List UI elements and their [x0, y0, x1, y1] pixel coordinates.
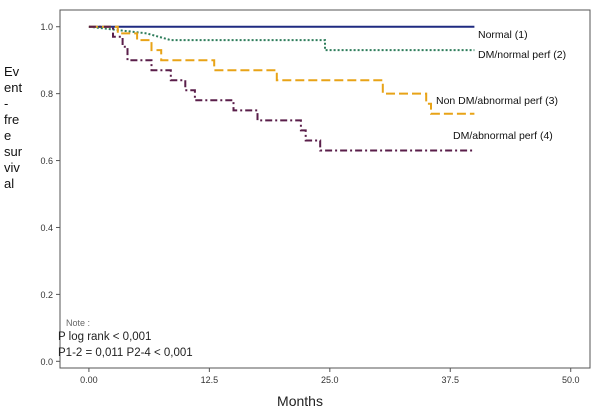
stats-log-rank: P log rank < 0,001 [58, 331, 152, 343]
y-axis-label-line: al [4, 176, 15, 191]
series-line-2 [88, 25, 475, 52]
y-tick-label: 0.2 [40, 290, 53, 300]
series-labels: Normal (1) DM/normal perf (2) Non DM/abnor… [436, 29, 566, 142]
y-axis-label-line: sur [4, 144, 23, 159]
y-tick-label: 0.6 [40, 156, 53, 166]
series-line-3 [88, 25, 475, 115]
x-tick-label: 50.0 [562, 375, 580, 385]
y-axis-label-line: Ev [4, 64, 20, 79]
x-tick-label: 0.00 [80, 375, 98, 385]
plot-frame [59, 9, 591, 369]
plot-area: 0.0 0.2 0.4 0.6 0.8 1.0 0.00 12.5 25.0 37.5 50.0 [40, 9, 591, 385]
x-tick-label: 25.0 [321, 375, 339, 385]
y-axis-label-line: e [4, 128, 12, 143]
series-line-4 [88, 25, 475, 152]
x-tick-label: 37.5 [442, 375, 460, 385]
y-axis-label-line: - [4, 96, 9, 111]
y-axis-label-line: viv [4, 160, 20, 175]
series-label-4: DM/abnormal perf (4) [453, 130, 553, 142]
x-axis-label: Months [277, 393, 323, 409]
y-tick-label: 0.0 [40, 357, 53, 367]
y-tick-label: 1.0 [40, 22, 53, 32]
y-tick-label: 0.4 [40, 223, 53, 233]
y-tick-label: 0.8 [40, 89, 53, 99]
y-axis-label-line: ent [4, 80, 23, 95]
series-layer [88, 25, 475, 152]
series-label-2: DM/normal perf (2) [478, 49, 566, 61]
x-tick-label: 12.5 [201, 375, 219, 385]
series-label-3: Non DM/abnormal perf (3) [436, 95, 558, 107]
series-label-1: Normal (1) [478, 29, 528, 41]
y-axis-label-line: fre [4, 112, 20, 127]
stats-pairwise: P1-2 = 0,011 P2-4 < 0,001 [58, 347, 193, 359]
note-text: Note : [66, 318, 91, 328]
